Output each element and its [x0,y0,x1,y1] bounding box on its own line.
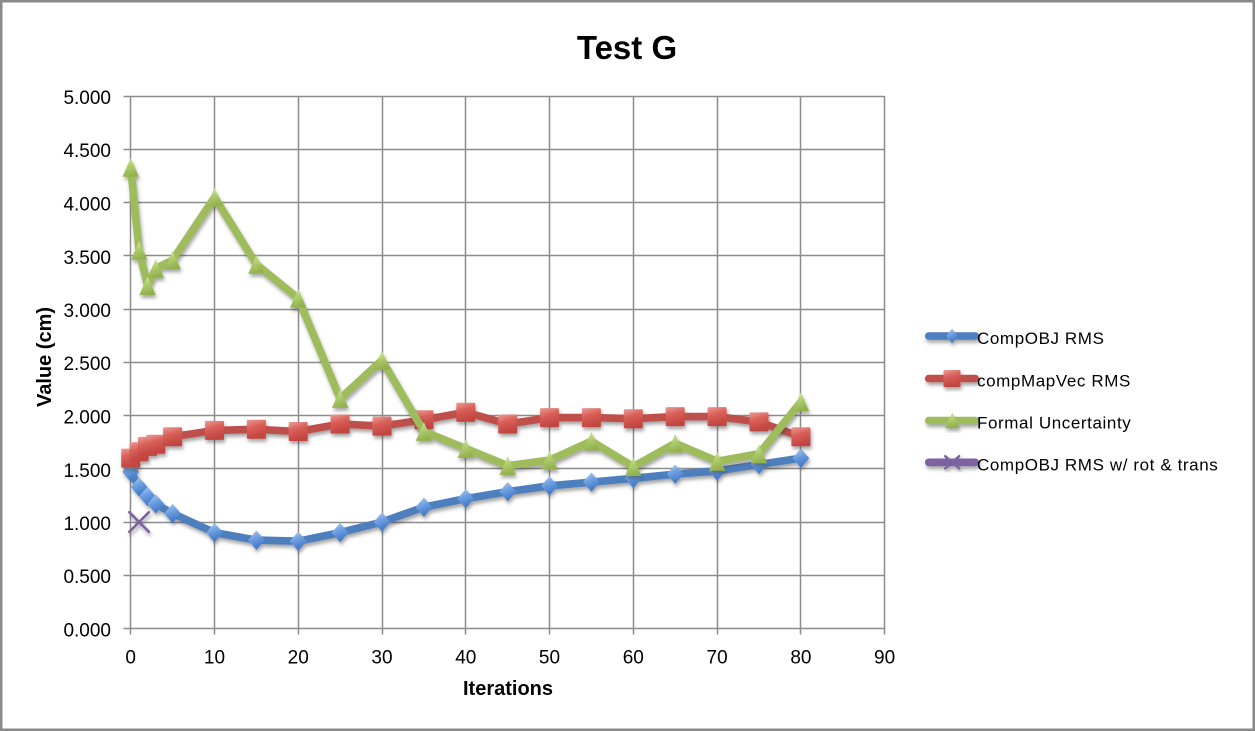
svg-text:2.000: 2.000 [63,408,111,429]
svg-text:4.000: 4.000 [63,195,111,216]
svg-text:CompOBJ RMS w/ rot & trans: CompOBJ RMS w/ rot & trans [977,455,1218,474]
svg-text:1.500: 1.500 [63,461,111,482]
svg-text:20: 20 [288,648,309,669]
svg-text:Value (cm): Value (cm) [34,307,56,407]
svg-text:compMapVec RMS: compMapVec RMS [977,372,1131,391]
svg-text:CompOBJ RMS: CompOBJ RMS [977,329,1105,348]
svg-text:2.500: 2.500 [63,354,111,375]
svg-text:90: 90 [874,648,895,669]
svg-text:0.000: 0.000 [63,621,111,642]
svg-text:0: 0 [125,648,136,669]
svg-text:Iterations: Iterations [463,678,553,700]
svg-text:80: 80 [790,648,811,669]
svg-text:1.000: 1.000 [63,514,111,535]
svg-text:70: 70 [707,648,728,669]
svg-text:60: 60 [623,648,644,669]
svg-text:4.500: 4.500 [63,141,111,162]
svg-text:10: 10 [204,648,225,669]
svg-text:40: 40 [455,648,476,669]
svg-text:0.500: 0.500 [63,567,111,588]
svg-text:50: 50 [539,648,560,669]
svg-text:5.000: 5.000 [63,88,111,109]
svg-text:Formal Uncertainty: Formal Uncertainty [977,414,1131,433]
svg-text:3.000: 3.000 [63,301,111,322]
svg-text:3.500: 3.500 [63,248,111,269]
svg-text:Test G: Test G [577,29,677,66]
svg-text:30: 30 [371,648,392,669]
